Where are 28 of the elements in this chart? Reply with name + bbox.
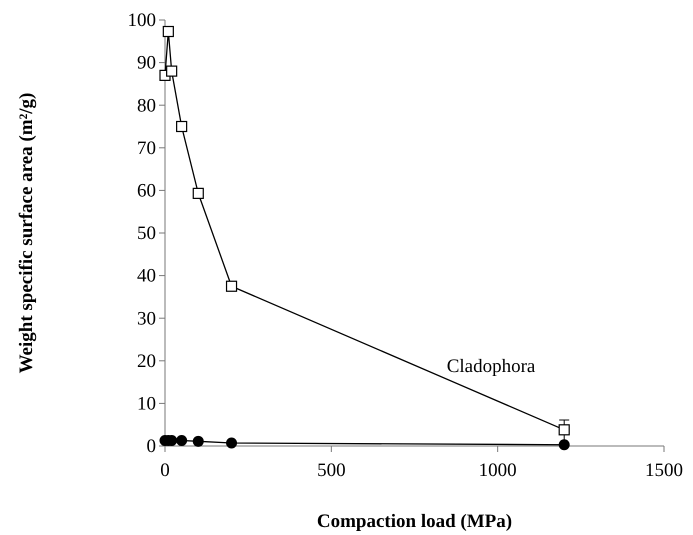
y-tick-label: 60 — [137, 180, 156, 202]
point — [176, 434, 188, 446]
point — [166, 66, 178, 77]
series-label: Cladophora — [446, 356, 536, 377]
point — [162, 26, 174, 38]
y-axis-title: Weight specific surface area (m²/g) — [16, 92, 37, 374]
y-tick-label: 90 — [137, 52, 156, 74]
x-tick-label: 0 — [160, 460, 170, 481]
y-tick-label: 80 — [137, 95, 156, 116]
y-tick-label: 10 — [137, 393, 156, 414]
point — [558, 424, 570, 436]
x-tick-label: 1000 — [478, 460, 517, 481]
point — [192, 188, 204, 199]
x-axis-title: Compaction load (MPa) — [316, 511, 512, 532]
point — [176, 120, 188, 132]
point — [558, 439, 570, 450]
y-tick-label: 70 — [137, 138, 156, 159]
point — [226, 438, 238, 449]
x-tick-label: 1500 — [645, 460, 683, 481]
y-tick-label: 40 — [137, 266, 156, 287]
y-tick-label: 20 — [137, 350, 156, 372]
y-tick-label: 100 — [128, 10, 156, 32]
y-tick-label: 30 — [137, 308, 156, 330]
point — [226, 280, 238, 292]
y-tick-label: 0 — [146, 436, 156, 458]
y-tick-label: 50 — [137, 223, 156, 244]
x-tick-label: 500 — [317, 460, 346, 481]
point — [192, 436, 204, 447]
